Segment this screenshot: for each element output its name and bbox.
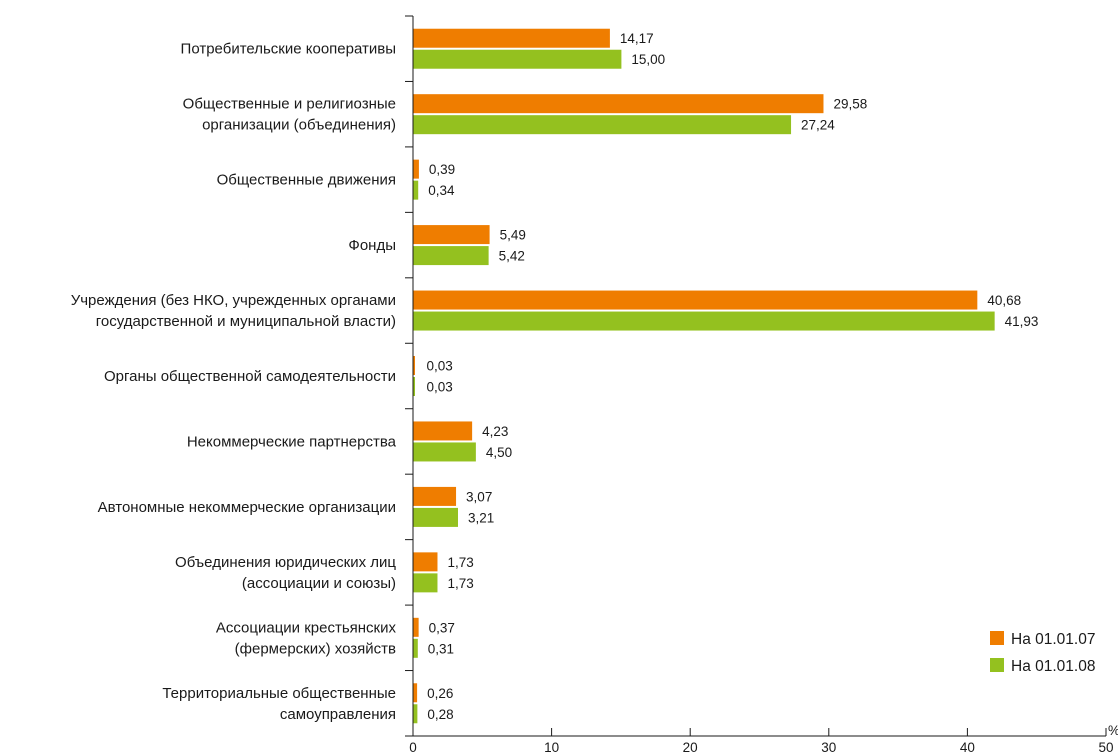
data-label: 41,93 — [1005, 314, 1039, 329]
bar-2007 — [413, 486, 457, 506]
legend-swatch — [990, 631, 1004, 645]
bar-2007 — [413, 617, 419, 637]
data-label: 0,03 — [427, 359, 453, 374]
bar-2008 — [413, 377, 415, 396]
category-labels: Потребительские кооперативы Общественные … — [71, 41, 397, 723]
x-tick-label: 0 — [409, 740, 417, 755]
category-label: Ассоциации крестьянских (фермерских) хозя… — [216, 619, 397, 657]
bar-2007 — [413, 683, 418, 703]
data-label: 0,31 — [428, 641, 454, 656]
bar-2007 — [413, 356, 415, 375]
bar-2007 — [413, 28, 610, 48]
bar-2008 — [413, 704, 418, 724]
legend-label: На 01.01.08 — [1011, 658, 1095, 675]
category-label: Автономные некоммерческие организации — [98, 499, 396, 516]
category-label: Территориальные общественные самоуправлен… — [162, 685, 396, 723]
category-label: Некоммерческие партнерства — [187, 433, 397, 450]
legend-swatch — [990, 658, 1004, 672]
data-label: 3,21 — [468, 510, 494, 525]
bar-2007 — [413, 552, 438, 572]
category-label: Общественные движения — [217, 172, 396, 189]
bar-2008 — [413, 180, 419, 200]
bar-2008 — [413, 49, 622, 69]
data-label: 14,17 — [620, 31, 654, 46]
category-label: Учреждения (без НКО, учрежденных органам… — [71, 292, 396, 330]
category-label: Общественные и религиозные организации (о… — [183, 96, 396, 134]
data-label: 29,58 — [833, 97, 867, 112]
bar-2007 — [413, 94, 824, 114]
bar-2008 — [413, 442, 476, 462]
bar-2007 — [413, 225, 490, 245]
bar-2008 — [413, 638, 418, 658]
x-tick-label: 50 — [1098, 740, 1113, 755]
data-label: 0,37 — [429, 620, 455, 635]
bars — [413, 28, 995, 724]
data-label: 0,26 — [427, 686, 453, 701]
data-label: 4,50 — [486, 445, 512, 460]
category-label: Объединения юридических лиц (ассоциации и… — [175, 554, 396, 592]
data-label: 1,73 — [447, 576, 473, 591]
legend: На 01.01.07 На 01.01.08 — [990, 631, 1095, 675]
bar-2008 — [413, 311, 995, 331]
x-tick-label: 20 — [683, 740, 698, 755]
category-label: Органы общественной самодеятельности — [104, 368, 396, 385]
bar-2008 — [413, 115, 792, 135]
bar-2007 — [413, 421, 473, 441]
category-label: Потребительские кооперативы — [181, 41, 396, 58]
data-label: 15,00 — [631, 52, 665, 67]
data-label: 27,24 — [801, 118, 835, 133]
category-label: Фонды — [348, 237, 396, 254]
data-label: 0,28 — [427, 707, 453, 722]
data-label: 40,68 — [987, 293, 1021, 308]
x-tick-label: 40 — [960, 740, 975, 755]
data-label: 0,34 — [428, 183, 455, 198]
bar-2007 — [413, 290, 978, 310]
x-tick-label: 10 — [544, 740, 559, 755]
bar-2007 — [413, 159, 419, 179]
legend-label: На 01.01.07 — [1011, 631, 1095, 648]
bar-2008 — [413, 507, 458, 527]
axes: 0 10 20 30 40 50% — [405, 15, 1118, 755]
data-label: 5,49 — [500, 228, 526, 243]
data-label: 4,23 — [482, 424, 508, 439]
data-label: 0,39 — [429, 162, 455, 177]
value-labels: 14,17 15,00 29,58 27,24 0,39 0,34 5,49 5,42 40,6… — [427, 31, 1039, 722]
data-label: 0,03 — [427, 380, 453, 395]
bar-2008 — [413, 246, 489, 266]
x-axis-unit: % — [1108, 723, 1118, 738]
data-label: 3,07 — [466, 489, 492, 504]
bar-2008 — [413, 573, 438, 593]
x-tick-label: 30 — [821, 740, 836, 755]
data-label: 1,73 — [447, 555, 473, 570]
data-label: 5,42 — [499, 249, 525, 264]
